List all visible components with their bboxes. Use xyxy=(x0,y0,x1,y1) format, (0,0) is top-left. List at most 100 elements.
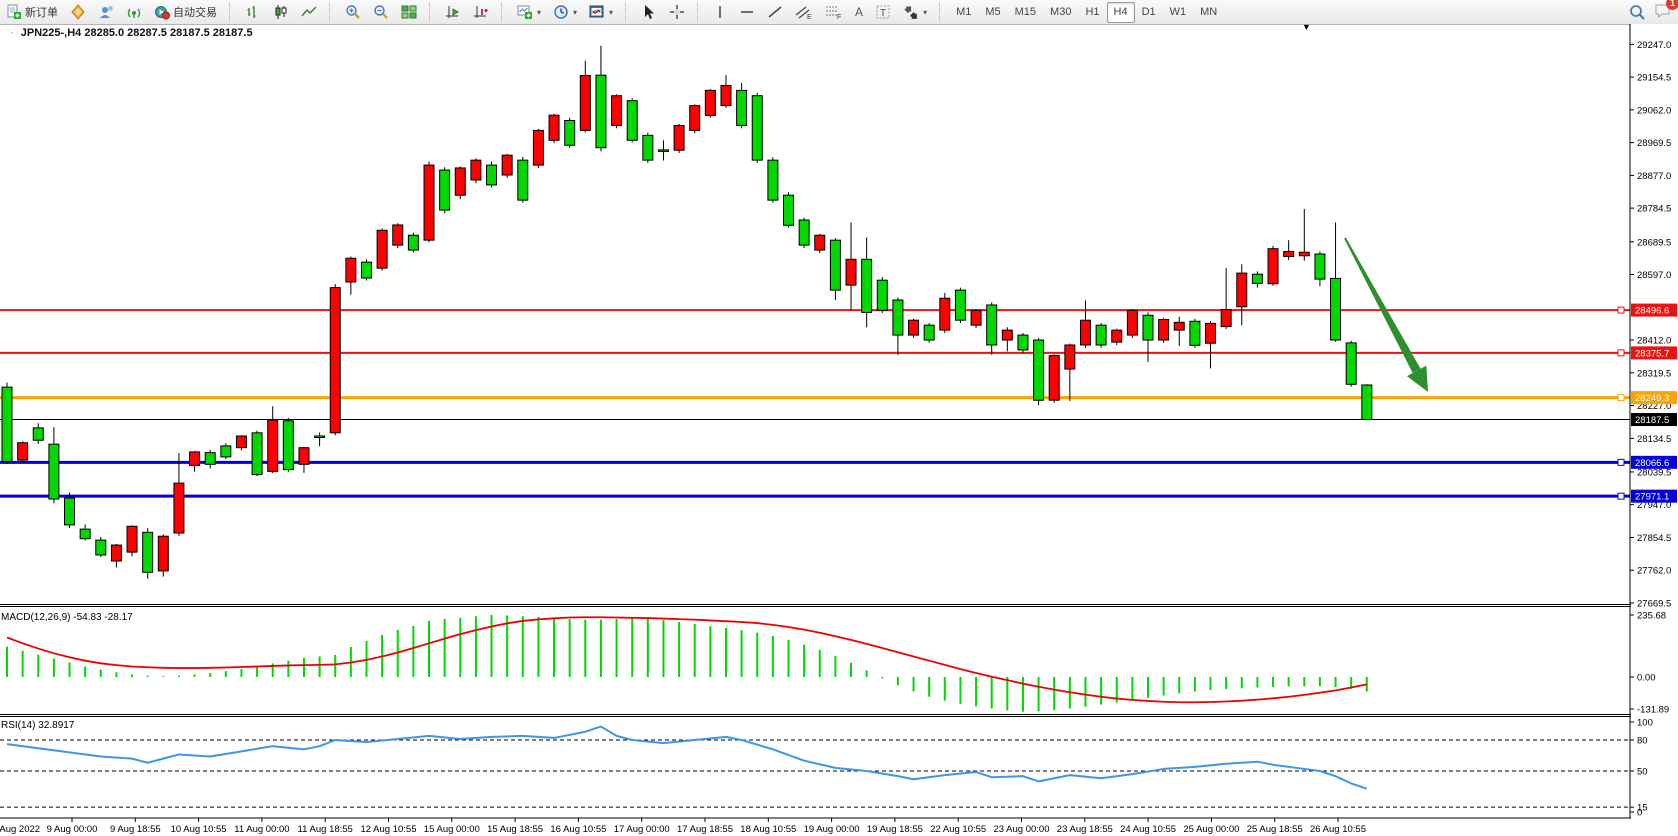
candle-body xyxy=(314,435,326,438)
crosshair-tool-button[interactable] xyxy=(664,1,690,24)
periods-button[interactable]: ▾ xyxy=(548,1,582,24)
candle-body xyxy=(360,261,372,279)
timeframe-m5[interactable]: M5 xyxy=(985,5,1001,18)
fibonacci-tool-button[interactable]: F xyxy=(820,1,848,24)
bar-chart-mode-button[interactable] xyxy=(240,1,266,24)
candle-body xyxy=(1205,322,1217,344)
auto-scroll-button[interactable] xyxy=(440,1,466,24)
candle-body xyxy=(329,287,341,434)
date-tick-label: 9 Aug 00:00 xyxy=(47,824,98,835)
toolbar-separator xyxy=(625,3,632,21)
cursor-tool-button[interactable] xyxy=(636,1,662,24)
timeframe-h1[interactable]: H1 xyxy=(1085,5,1100,18)
price-tick-label: 27947.0 xyxy=(1637,500,1671,511)
line-chart-mode-button[interactable] xyxy=(296,1,322,24)
new-order-icon xyxy=(7,4,21,19)
clock-icon xyxy=(554,5,568,19)
candle-body xyxy=(110,544,122,562)
candle-body xyxy=(189,451,201,466)
down-arrow-annotation[interactable] xyxy=(1344,237,1428,392)
timeframe-m15[interactable]: M15 xyxy=(1014,5,1037,18)
line-handle[interactable] xyxy=(1617,349,1625,357)
candle-body xyxy=(673,124,685,151)
chevron-down-icon: ▾ xyxy=(923,7,928,17)
candle-body xyxy=(595,74,607,149)
channel-icon: E xyxy=(795,6,812,20)
chart-shift-icon xyxy=(474,6,488,18)
zoom-in-button[interactable] xyxy=(340,1,366,24)
candle-body xyxy=(939,297,951,331)
timeframe-mn[interactable]: MN xyxy=(1200,5,1218,18)
price-tick-label: 28227.0 xyxy=(1637,401,1671,412)
line-price-tag xyxy=(1631,413,1677,427)
candle-body xyxy=(95,539,107,556)
price-chart[interactable]: MACD(12,26,9) -54.83 -28.17 RSI(14) 32.89… xyxy=(0,24,1678,836)
candlestick-mode-button[interactable] xyxy=(268,1,294,24)
line-handle[interactable] xyxy=(1617,458,1625,466)
macd-indicator: MACD(12,26,9) -54.83 -28.17 xyxy=(1,612,1368,712)
price-tick-label: 29247.0 xyxy=(1637,40,1671,51)
gold-seal-icon xyxy=(71,4,85,20)
candle-body xyxy=(1283,251,1295,257)
new-order-button[interactable]: 新订单 xyxy=(1,1,63,24)
profiles-button[interactable] xyxy=(93,1,119,24)
candle-body xyxy=(751,95,763,161)
price-tick-label: 29154.5 xyxy=(1637,73,1671,84)
toolbar-separator xyxy=(697,3,704,21)
toolbar-separator xyxy=(429,3,436,21)
market-watch-button[interactable] xyxy=(65,1,91,24)
candle-body xyxy=(423,164,435,241)
candle-body xyxy=(376,229,388,269)
text-label-icon: T xyxy=(876,5,890,19)
timeframe-d1[interactable]: D1 xyxy=(1141,5,1156,18)
line-handle[interactable] xyxy=(1617,394,1625,402)
date-tick-label: 24 Aug 10:55 xyxy=(1120,824,1176,835)
trendline-tool-button[interactable] xyxy=(762,1,788,24)
horizontal-level-lines[interactable] xyxy=(0,306,1630,500)
templates-button[interactable]: ▾ xyxy=(584,1,618,24)
vertical-line-tool-button[interactable] xyxy=(708,1,732,24)
date-axis[interactable]: 8 Aug 2022 9 Aug 00:00 9 Aug 18:55 10 Aug 1… xyxy=(0,818,1366,835)
line-price-tag xyxy=(1631,303,1677,317)
svg-text:F: F xyxy=(837,14,841,20)
line-handle[interactable] xyxy=(1617,306,1625,314)
autotrading-button[interactable]: 自动交易 xyxy=(149,1,222,24)
candle-body xyxy=(79,528,91,540)
candle-body xyxy=(1267,248,1279,285)
arrows-tool-button[interactable]: ▾ xyxy=(898,1,932,24)
candle-body xyxy=(876,279,888,311)
bar-chart-icon xyxy=(247,6,256,18)
chat-button[interactable]: 1 xyxy=(1654,0,1678,22)
price-tick-label: 27854.5 xyxy=(1637,533,1671,544)
timeframe-h4[interactable]: H4 xyxy=(1106,1,1135,23)
candle-body xyxy=(1314,253,1326,280)
zoom-out-button[interactable] xyxy=(368,1,394,24)
zoom-out-icon xyxy=(374,5,388,19)
timeframe-m30[interactable]: M30 xyxy=(1050,5,1072,18)
chart-shift-button[interactable] xyxy=(468,1,494,24)
search-icon[interactable] xyxy=(1629,4,1646,21)
candle-body xyxy=(1251,273,1263,284)
candle-body xyxy=(1033,339,1045,401)
new-chart-button[interactable]: ▾ xyxy=(512,1,546,24)
date-tick-label: 23 Aug 18:55 xyxy=(1057,824,1113,835)
text-tool-button[interactable]: A xyxy=(850,1,868,24)
signals-button[interactable] xyxy=(121,1,147,24)
text-label-tool-button[interactable]: T xyxy=(870,1,896,24)
price-axis[interactable]: 29247.0 29154.5 29062.0 28969.5 28877.0 28784… xyxy=(1629,24,1678,836)
macd-axis-label: 235.68 xyxy=(1637,610,1666,621)
candle-body xyxy=(1330,277,1342,341)
candle-body xyxy=(267,419,279,472)
autotrading-label: 自动交易 xyxy=(173,7,217,19)
equidistant-channel-tool-button[interactable]: E xyxy=(790,1,818,24)
chart-title: · JPN225-,H4 28285.0 28287.5 28187.5 281… xyxy=(10,27,253,39)
scroll-to-end-marker[interactable]: ▼ xyxy=(1302,22,1311,32)
line-price-tag-label: 28066.6 xyxy=(1635,458,1669,469)
toolbar-separator xyxy=(501,3,508,21)
timeframe-w1[interactable]: W1 xyxy=(1169,5,1187,18)
timeframe-m1[interactable]: M1 xyxy=(956,5,972,18)
line-handle[interactable] xyxy=(1617,492,1625,500)
tile-windows-button[interactable] xyxy=(396,1,422,24)
horizontal-line-tool-button[interactable] xyxy=(734,1,760,24)
date-tick-label: 17 Aug 00:00 xyxy=(614,824,670,835)
